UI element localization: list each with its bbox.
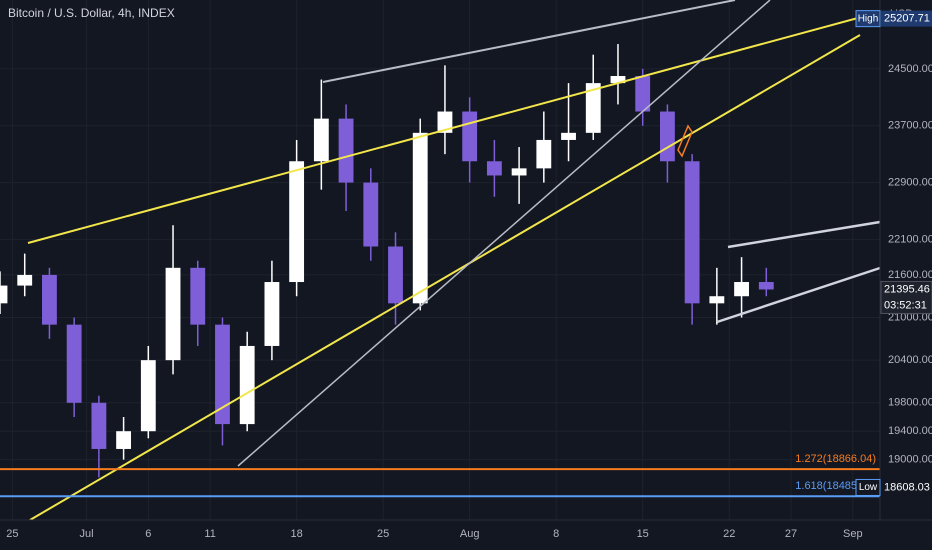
y-tick-label: 22900.00 [888,176,932,188]
candle-body [91,402,107,449]
candle-body [140,360,156,432]
candle-body [215,324,230,425]
candle-body [635,76,651,112]
chart-title: Bitcoin / U.S. Dollar, 4h, INDEX [8,6,175,20]
candle-body [536,139,552,169]
candle-body [190,267,206,325]
candle-body [610,76,626,84]
y-tick-label: 20400.00 [888,354,932,366]
low-tag-box [881,479,932,496]
x-tick-label: 22 [723,528,735,540]
flag-shape [677,124,693,158]
candle-body [42,274,57,325]
time-axis [0,520,880,550]
candle-body [66,324,82,403]
x-tick-label: Sep [843,528,863,540]
candle-body [165,267,181,361]
candle-body [412,132,428,304]
channel-line [727,220,881,249]
candle-body [264,282,280,346]
candle-body [462,111,478,162]
x-tick-label: 6 [145,528,151,540]
trend-line [322,0,736,83]
y-tick-label: 23700.00 [888,120,932,132]
y-tick-label: 19800.00 [888,397,932,409]
x-tick-label: 8 [553,528,559,540]
y-tick-label: 22100.00 [888,233,932,245]
candle-body [709,296,725,304]
candle-body [758,282,774,290]
candle-body [388,246,403,304]
low-name: Low [859,482,878,493]
y-tick-label: 21600.00 [888,269,932,281]
y-tick-label: 21000.00 [888,311,932,323]
countdown-text: 03:52:31 [884,299,927,311]
candle-body [734,282,749,297]
candle-body [437,111,453,133]
high-name-box [855,10,881,28]
high-name: High [858,13,879,24]
candle-body [684,161,700,304]
candle-body [561,132,576,140]
x-tick-label: 15 [637,528,649,540]
x-tick-label: Jul [79,528,93,540]
candle-body [0,285,8,304]
candle-body [338,118,354,183]
channel-line [716,266,881,324]
y-tick-label: 19000.00 [888,454,932,466]
y-tick-label: 19400.00 [888,425,932,437]
candle-body [116,431,132,449]
low-name-box [855,478,881,496]
x-tick-label: Aug [460,528,480,540]
candle-body [239,345,255,425]
low-tag-text: 18608.03 [884,481,930,493]
trend-line [29,34,861,521]
x-tick-label: 18 [291,528,303,540]
price-axis [880,0,932,550]
candle-body [511,168,527,176]
y-tick-label: 24500.00 [888,63,932,75]
candle-body [17,274,33,286]
x-tick-label: 25 [377,528,389,540]
candle-body [363,182,379,247]
candle-body [313,118,329,162]
high-tag-box [881,10,932,27]
candle-body [486,161,502,176]
price-tag-text: 21395.46 [884,283,930,295]
drawings [27,0,881,521]
candle-body [660,111,675,162]
x-tick-label: 25 [6,528,18,540]
high-tag-text: 25207.71 [884,13,930,25]
x-tick-label: 11 [204,528,215,540]
x-tick-label: 27 [785,528,797,540]
candles [0,44,774,478]
candle-body [585,83,601,133]
trend-line [27,11,881,244]
axis-labels: 19000.00 19400.00 19800.00 20400.00 21000.00… [6,10,932,540]
price-tag-box [880,280,932,314]
level-label: 1.272(18866.04) [795,453,876,465]
candle-body [289,161,305,283]
trend-line [237,0,771,467]
